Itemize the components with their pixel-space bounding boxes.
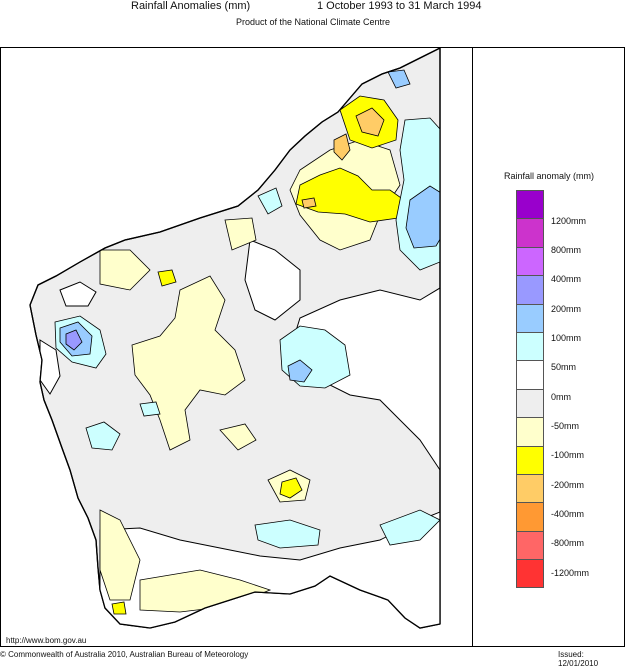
legend-swatch <box>516 218 544 248</box>
legend-swatch <box>516 530 544 561</box>
legend-label: -100mm <box>551 450 585 460</box>
legend-swatch <box>516 445 544 475</box>
map-period: 1 October 1993 to 31 March 1994 <box>317 0 482 12</box>
region-minus50-west <box>99 249 151 291</box>
legend-swatch <box>516 246 544 277</box>
issued-date: Issued: 12/01/2010 <box>558 650 599 668</box>
bom-url-link[interactable]: http://www.bom.gov.au <box>6 636 87 645</box>
region-50-southeast <box>379 509 440 546</box>
legend-label: 400mm <box>551 274 582 284</box>
region-200-west <box>65 329 83 351</box>
region-0mm-east <box>289 269 440 481</box>
region-100-east <box>405 185 440 249</box>
legend-label: -200mm <box>551 480 585 490</box>
legend-label: 0mm <box>551 392 571 402</box>
region-minus50-spot <box>219 423 257 451</box>
region-minus50-coast <box>224 217 257 251</box>
legend-swatch <box>516 388 544 419</box>
region-minus50-central <box>131 275 246 451</box>
legend-swatch <box>516 360 544 390</box>
region-minus100-spot-central <box>279 477 303 499</box>
legend-swatch <box>516 331 544 362</box>
region-minus200-north <box>333 133 351 161</box>
region-minus100-spot-west <box>157 269 177 287</box>
legend-swatch <box>516 502 544 532</box>
coastline <box>29 48 441 629</box>
legend-swatch <box>516 303 544 333</box>
region-minus100-spot-sw <box>111 601 127 615</box>
region-0mm-central <box>244 239 301 321</box>
legend-swatch <box>516 275 544 305</box>
legend-label: 50mm <box>551 362 577 372</box>
map-title: Rainfall Anomalies (mm) <box>131 0 251 12</box>
legend-label: 1200mm <box>551 216 587 226</box>
coastline-outline <box>29 48 441 629</box>
region-minus200-spot <box>301 197 317 209</box>
region-50-south-central <box>254 519 321 549</box>
region-0mm-pilbara <box>59 281 97 307</box>
legend-swatch <box>516 417 544 447</box>
legend-label: 800mm <box>551 245 582 255</box>
title-row: Rainfall Anomalies (mm) 1 October 1993 t… <box>0 0 626 14</box>
product-subtitle: Product of the National Climate Centre <box>235 17 391 27</box>
legend-swatch <box>516 190 544 220</box>
legend-label: -400mm <box>551 509 585 519</box>
legend-label: -800mm <box>551 538 585 548</box>
region-50-gascoyne <box>85 421 121 451</box>
copyright-notice: © Commonwealth of Australia 2010, Austra… <box>0 650 249 659</box>
legend-divider <box>472 47 473 647</box>
legend-label: -50mm <box>551 421 580 431</box>
region-50-spot <box>139 401 161 417</box>
legend-color-bar <box>516 190 544 589</box>
rainfall-anomaly-map <box>29 48 441 629</box>
legend-title: Rainfall anomaly (mm) <box>503 171 595 181</box>
legend-label: 200mm <box>551 304 582 314</box>
legend-swatch <box>516 473 544 504</box>
legend-label: -1200mm <box>551 568 590 578</box>
legend-label: 100mm <box>551 333 582 343</box>
region-minus200-kimberley <box>355 107 385 137</box>
legend-swatch <box>516 559 544 589</box>
region-100-central <box>287 359 313 383</box>
region-minus50-southwest <box>99 509 141 601</box>
region-100-northeast <box>387 69 411 89</box>
region-50-kimberley-coast <box>257 187 283 215</box>
map-frame <box>0 47 625 647</box>
anomaly-regions <box>39 69 440 628</box>
